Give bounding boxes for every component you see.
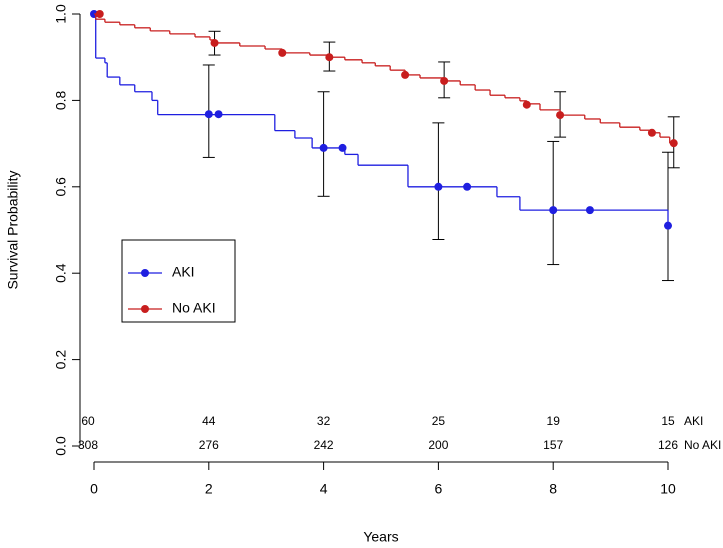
risk-count: 19 <box>547 414 561 428</box>
risk-count: 200 <box>428 438 448 452</box>
risk-count: 15 <box>661 414 675 428</box>
x-tick-label: 6 <box>435 481 443 497</box>
point-marker <box>664 221 672 230</box>
x-tick-label: 10 <box>660 481 676 497</box>
point-marker <box>647 128 656 137</box>
y-tick-label: 1.0 <box>53 4 69 24</box>
risk-count: 276 <box>199 438 219 452</box>
point-marker <box>549 206 558 215</box>
x-tick-label: 2 <box>205 481 213 497</box>
point-marker <box>556 111 565 120</box>
y-tick-label: 0.2 <box>53 350 69 370</box>
point-marker <box>463 182 472 191</box>
point-marker <box>204 110 213 119</box>
point-marker <box>669 139 678 148</box>
risk-row-label: No AKI <box>684 438 721 452</box>
point-marker <box>319 143 328 152</box>
legend-marker <box>141 305 149 313</box>
legend-marker <box>141 269 149 277</box>
point-marker <box>401 70 410 79</box>
point-marker <box>522 100 531 109</box>
point-marker <box>440 76 449 85</box>
risk-count: 126 <box>658 438 678 452</box>
x-tick-label: 8 <box>549 481 557 497</box>
point-marker <box>434 182 443 191</box>
point-marker <box>338 143 347 152</box>
risk-count: 60 <box>81 414 95 428</box>
y-tick-label: 0.8 <box>53 90 69 110</box>
risk-count: 242 <box>314 438 334 452</box>
y-tick-label: 0.4 <box>53 263 69 283</box>
y-tick-label: 0.6 <box>53 177 69 197</box>
x-tick-label: 0 <box>90 481 98 497</box>
point-marker <box>585 206 594 215</box>
point-marker <box>210 38 219 47</box>
risk-row-label: AKI <box>684 414 703 428</box>
x-axis-label: Years <box>363 529 398 545</box>
point-marker <box>325 53 334 62</box>
risk-count: 157 <box>543 438 563 452</box>
point-marker <box>278 48 287 57</box>
point-marker <box>214 110 223 119</box>
risk-count: 308 <box>78 438 98 452</box>
x-tick-label: 4 <box>320 481 328 497</box>
y-tick-label: 0.0 <box>53 436 69 456</box>
legend-box <box>121 239 236 323</box>
legend-label: No AKI <box>172 300 216 316</box>
legend-label: AKI <box>172 264 195 280</box>
point-marker <box>95 10 104 18</box>
risk-count: 44 <box>202 414 216 428</box>
risk-count: 25 <box>432 414 446 428</box>
risk-count: 32 <box>317 414 331 428</box>
y-axis-label: Survival Probability <box>5 170 21 289</box>
